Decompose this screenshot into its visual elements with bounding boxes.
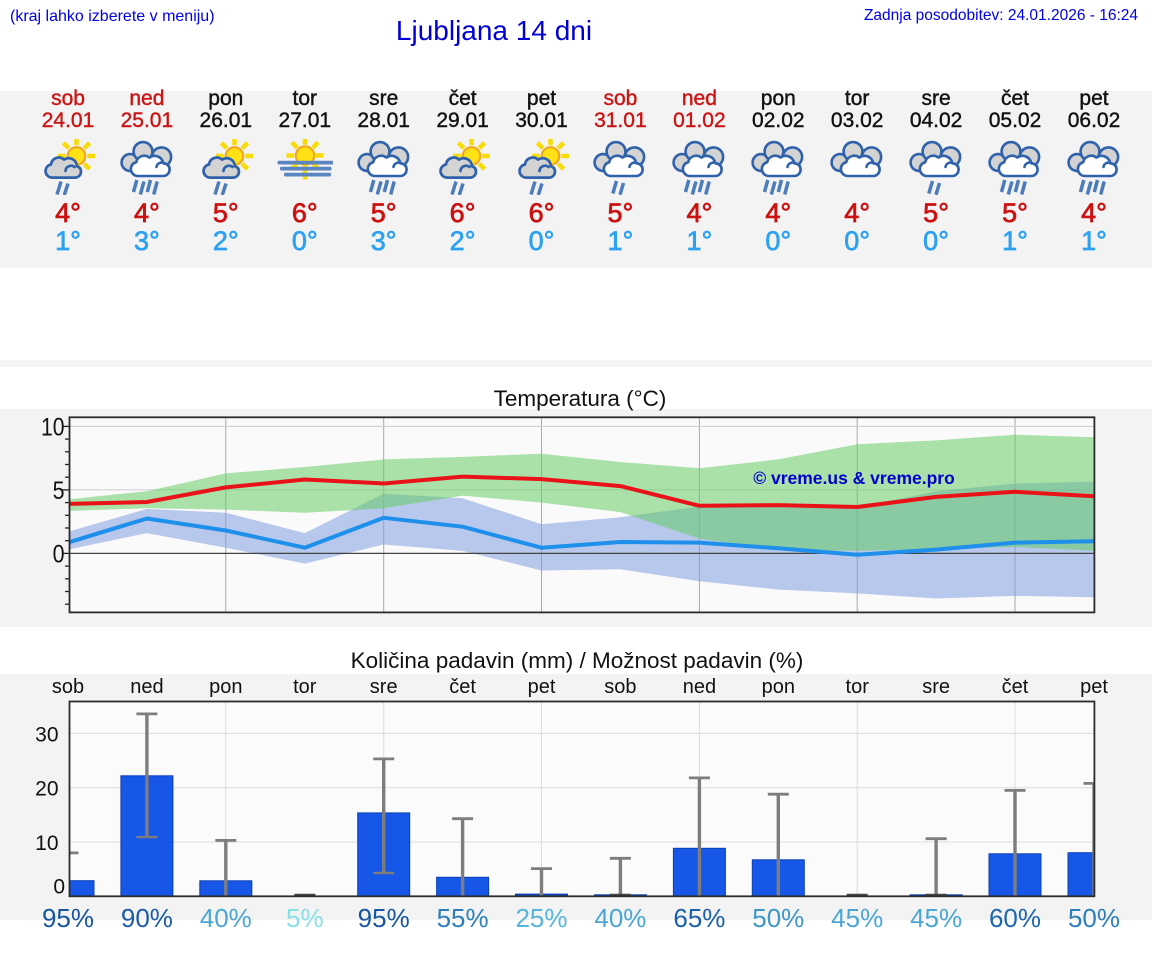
svg-text:50%: 50% [752,903,804,933]
svg-text:55%: 55% [437,903,489,933]
svg-text:90%: 90% [121,903,173,933]
svg-text:© vreme.us & vreme.pro: © vreme.us & vreme.pro [753,468,955,488]
svg-text:30: 30 [35,723,58,746]
svg-text:sre: sre [370,676,398,698]
svg-text:ned: ned [130,676,163,698]
svg-text:sre: sre [922,676,950,698]
svg-text:60%: 60% [989,903,1041,933]
svg-text:0: 0 [53,875,65,898]
svg-text:pon: pon [762,676,795,698]
svg-text:pet: pet [528,676,556,698]
svg-text:čet: čet [1002,676,1029,698]
svg-text:tor: tor [293,676,317,698]
svg-text:95%: 95% [42,903,94,933]
svg-text:čet: čet [449,676,476,698]
svg-text:sob: sob [604,676,636,698]
svg-text:tor: tor [846,676,870,698]
svg-text:20: 20 [35,778,58,801]
svg-text:ned: ned [683,676,716,698]
svg-text:10: 10 [35,832,58,855]
svg-text:40%: 40% [200,903,252,933]
svg-text:95%: 95% [358,903,410,933]
svg-text:40%: 40% [594,903,646,933]
svg-text:5%: 5% [286,903,324,933]
svg-text:50%: 50% [1068,903,1120,933]
svg-text:sob: sob [52,676,84,698]
svg-text:45%: 45% [831,903,883,933]
svg-text:pon: pon [209,676,242,698]
svg-text:25%: 25% [515,903,567,933]
svg-text:10: 10 [41,414,65,442]
svg-text:5: 5 [53,477,65,505]
svg-text:0: 0 [53,541,65,569]
svg-text:Količina padavin (mm) / Možnos: Količina padavin (mm) / Možnost padavin … [351,648,804,673]
svg-text:pet: pet [1080,676,1108,698]
svg-text:65%: 65% [673,903,725,933]
svg-text:45%: 45% [910,903,962,933]
svg-text:Temperatura (°C): Temperatura (°C) [494,386,667,411]
